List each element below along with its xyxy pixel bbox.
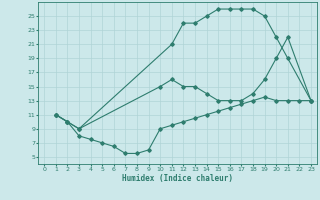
- X-axis label: Humidex (Indice chaleur): Humidex (Indice chaleur): [122, 174, 233, 183]
